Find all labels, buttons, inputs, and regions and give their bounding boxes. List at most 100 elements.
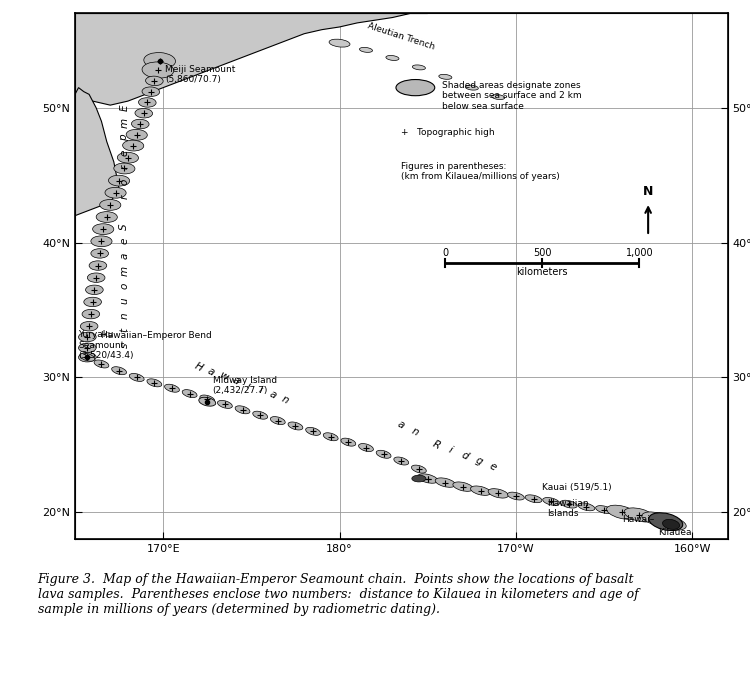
Ellipse shape [649,513,682,530]
Text: n: n [119,312,130,319]
Ellipse shape [79,332,96,342]
Ellipse shape [508,492,524,500]
Ellipse shape [89,261,106,270]
Ellipse shape [396,80,435,96]
Ellipse shape [91,236,112,247]
Text: w: w [217,370,229,382]
Ellipse shape [105,187,126,198]
Ellipse shape [182,390,197,398]
Ellipse shape [164,384,179,392]
Ellipse shape [323,433,338,441]
Text: e: e [488,460,498,472]
Ellipse shape [359,47,373,53]
Text: m: m [119,266,130,276]
Ellipse shape [129,373,144,381]
Text: a: a [230,375,241,387]
Ellipse shape [200,395,214,403]
Ellipse shape [144,53,176,69]
Ellipse shape [306,427,320,435]
Text: S: S [119,223,130,230]
Text: o: o [119,282,130,289]
Ellipse shape [79,343,96,353]
Ellipse shape [376,450,391,458]
Ellipse shape [341,438,356,446]
Text: e: e [119,238,130,245]
Ellipse shape [470,486,490,495]
Ellipse shape [596,506,613,514]
Ellipse shape [253,411,268,419]
Text: N: N [643,185,653,198]
Text: Hawaiian–Emperor Bend: Hawaiian–Emperor Bend [101,331,212,340]
Ellipse shape [418,474,438,483]
Text: r: r [119,165,130,169]
Text: d: d [460,450,470,462]
Ellipse shape [96,212,117,222]
Text: +   Topographic high: + Topographic high [401,128,495,137]
Text: a: a [119,253,130,259]
Ellipse shape [662,520,680,529]
Ellipse shape [465,85,478,90]
Text: Yuryaku
Seamount
(3,520/43.4): Yuryaku Seamount (3,520/43.4) [79,330,134,360]
Ellipse shape [147,379,162,387]
Ellipse shape [656,516,686,530]
Text: H: H [193,361,204,373]
Ellipse shape [543,497,560,506]
Text: Midway Island
(2,432/27.7): Midway Island (2,432/27.7) [212,375,277,395]
Ellipse shape [114,163,135,174]
Ellipse shape [80,353,94,361]
Ellipse shape [412,475,426,482]
Text: Kauai (519/5.1): Kauai (519/5.1) [542,483,612,492]
Polygon shape [75,88,119,216]
Ellipse shape [94,360,109,368]
Text: p: p [119,134,130,141]
Ellipse shape [270,417,285,425]
Ellipse shape [93,224,114,235]
Text: m: m [119,117,130,128]
Ellipse shape [624,508,655,522]
Ellipse shape [142,62,174,78]
Text: s: s [119,342,130,348]
Ellipse shape [413,65,425,70]
Text: i: i [244,380,251,391]
Text: Figure 3.  Map of the Hawaiian-Emperor Seamount chain.  Points show the location: Figure 3. Map of the Hawaiian-Emperor Se… [38,573,638,616]
Text: Figures in parentheses:
(km from Kilauea/millions of years): Figures in parentheses: (km from Kilauea… [401,162,560,181]
Text: g: g [473,455,484,467]
Text: a: a [268,389,278,401]
Ellipse shape [329,39,350,47]
Ellipse shape [112,367,127,375]
Text: Meiji Seamount
(5,860/70.7): Meiji Seamount (5,860/70.7) [165,65,236,84]
Ellipse shape [412,465,426,473]
Ellipse shape [80,321,98,331]
Text: i: i [447,445,454,456]
Ellipse shape [122,140,144,151]
Text: e: e [119,149,130,156]
Ellipse shape [126,129,147,140]
Ellipse shape [87,273,105,282]
Ellipse shape [199,397,216,406]
Ellipse shape [217,400,232,408]
Text: a: a [396,419,406,431]
Text: i: i [256,385,264,396]
Ellipse shape [453,482,473,491]
Ellipse shape [100,200,121,210]
Ellipse shape [117,152,139,163]
Text: R: R [431,439,442,451]
Ellipse shape [86,285,104,295]
Ellipse shape [91,249,109,258]
Ellipse shape [607,506,637,519]
Text: Aleutian Trench: Aleutian Trench [366,21,436,51]
Text: Hawai–: Hawai– [622,515,654,524]
Text: r: r [119,195,130,199]
Ellipse shape [492,94,505,100]
Text: 1,000: 1,000 [626,248,653,258]
Text: n: n [280,394,290,406]
Ellipse shape [84,297,101,307]
Text: u: u [119,297,130,304]
Ellipse shape [82,309,100,319]
Ellipse shape [131,119,149,129]
Text: E: E [119,104,130,111]
Text: Shaded areas designate zones
between sea surface and 2 km
below sea surface: Shaded areas designate zones between sea… [442,81,581,111]
Text: a: a [206,365,216,377]
Ellipse shape [146,76,164,86]
Ellipse shape [488,489,508,498]
